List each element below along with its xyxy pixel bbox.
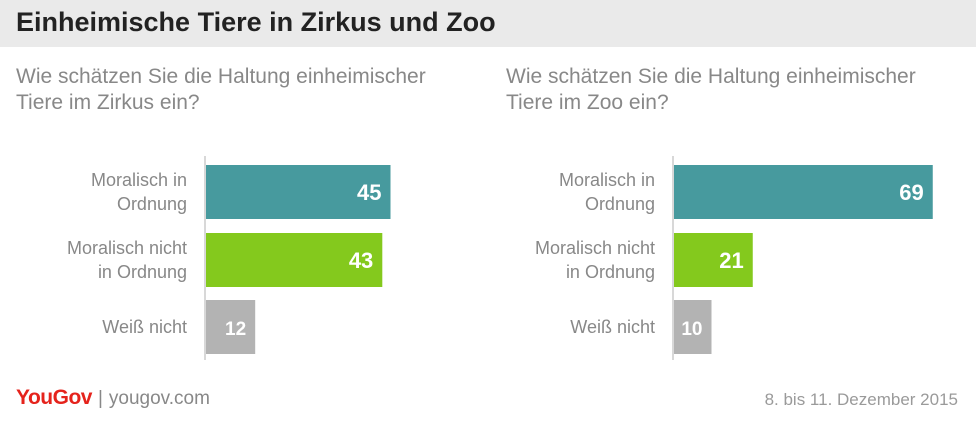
- header-bar: Einheimische Tiere in Zirkus und Zoo: [0, 0, 976, 47]
- chart-zoo: 69 Moralisch in Ordnung 21 Moralisch nicht in…: [535, 156, 933, 360]
- bar-0: [674, 165, 933, 219]
- data-label: 21: [719, 248, 743, 273]
- category-label: Weiß nicht: [102, 317, 187, 337]
- footer-url[interactable]: yougov.com: [108, 388, 210, 409]
- category-label: Weiß nicht: [570, 317, 655, 337]
- data-label: 12: [225, 319, 246, 340]
- data-label: 43: [349, 248, 373, 273]
- yougov-logo: YouGov: [16, 386, 92, 409]
- data-label: 69: [899, 180, 923, 205]
- category-label: Moralisch in Ordnung: [559, 170, 655, 214]
- page-title: Einheimische Tiere in Zirkus und Zoo: [16, 7, 496, 37]
- chart-zirkus: 45 Moralisch in Ordnung 43 Moralisch nicht in…: [67, 156, 391, 360]
- category-label: Moralisch nicht in Ordnung: [535, 238, 655, 282]
- chart-title-zirkus: Wie schätzen Sie die Haltung einheimisch…: [16, 65, 426, 114]
- bar-1: [674, 233, 753, 287]
- category-label: Moralisch nicht in Ordnung: [67, 238, 187, 282]
- footer-brand: YouGov | yougov.com: [16, 386, 210, 410]
- bar-0: [206, 165, 391, 219]
- chart-title-zoo: Wie schätzen Sie die Haltung einheimisch…: [506, 65, 916, 114]
- chart-panel-zirkus: 45 Moralisch in Ordnung 43 Moralisch nicht in…: [0, 60, 470, 360]
- survey-date: 8. bis 11. Dezember 2015: [764, 390, 958, 409]
- category-label: Moralisch in Ordnung: [91, 170, 187, 214]
- bar-2: [206, 300, 256, 354]
- bar-1: [206, 233, 383, 287]
- data-label: 45: [357, 180, 381, 205]
- data-label: 10: [681, 319, 702, 340]
- bar-2: [674, 300, 712, 354]
- chart-panel-zoo: 69 Moralisch in Ordnung 21 Moralisch nicht in…: [488, 60, 958, 360]
- footer-separator: |: [97, 388, 103, 409]
